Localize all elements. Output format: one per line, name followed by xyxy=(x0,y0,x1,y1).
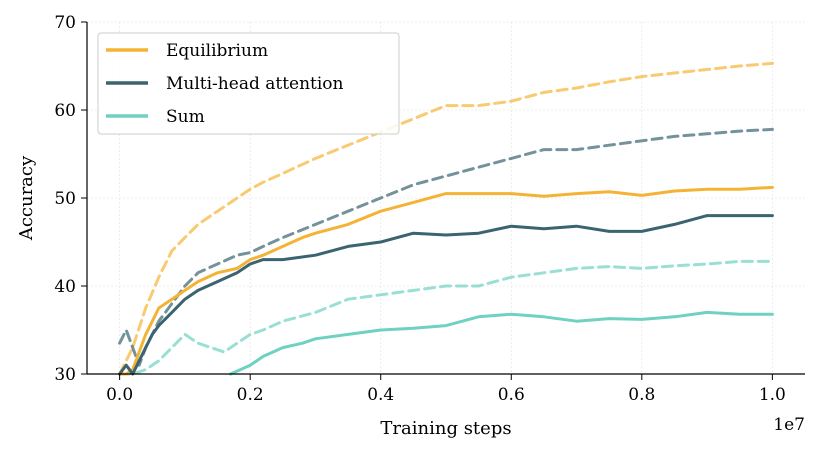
series-line-dashed-sum xyxy=(118,259,774,376)
legend-frame xyxy=(97,32,400,135)
x-tick-label: 0.6 xyxy=(498,385,525,405)
series-line-solid-sum xyxy=(229,310,774,376)
legend: Equilibrium Multi-head attention Sum xyxy=(97,32,400,135)
series-lines xyxy=(118,61,774,376)
x-tick-label: 0.4 xyxy=(367,385,394,405)
x-offset-label: 1e7 xyxy=(773,415,805,435)
x-tick-label: 0.0 xyxy=(106,385,133,405)
y-ticks: 30 40 50 60 70 xyxy=(54,13,87,385)
y-tick-label: 50 xyxy=(54,189,76,209)
y-tick-label: 30 xyxy=(54,365,76,385)
x-tick-label: 1.0 xyxy=(759,385,786,405)
series-line-dashed-equilibrium xyxy=(118,61,774,376)
legend-label: Sum xyxy=(166,107,205,127)
legend-label: Equilibrium xyxy=(166,41,268,61)
y-tick-label: 60 xyxy=(54,101,76,121)
x-axis-label: Training steps xyxy=(380,418,511,439)
series-line-dashed-multi-head-attention xyxy=(118,127,774,367)
series-line-solid-multi-head-attention xyxy=(118,214,774,376)
y-tick-label: 40 xyxy=(54,277,76,297)
x-tick-label: 0.2 xyxy=(237,385,264,405)
y-axis-label: Accuracy xyxy=(16,155,37,241)
x-tick-label: 0.8 xyxy=(628,385,655,405)
y-tick-label: 70 xyxy=(54,13,76,33)
series-line-solid-equilibrium xyxy=(118,185,774,376)
x-ticks: 0.0 0.2 0.4 0.6 0.8 1.0 xyxy=(106,374,786,405)
legend-label: Multi-head attention xyxy=(166,74,344,94)
